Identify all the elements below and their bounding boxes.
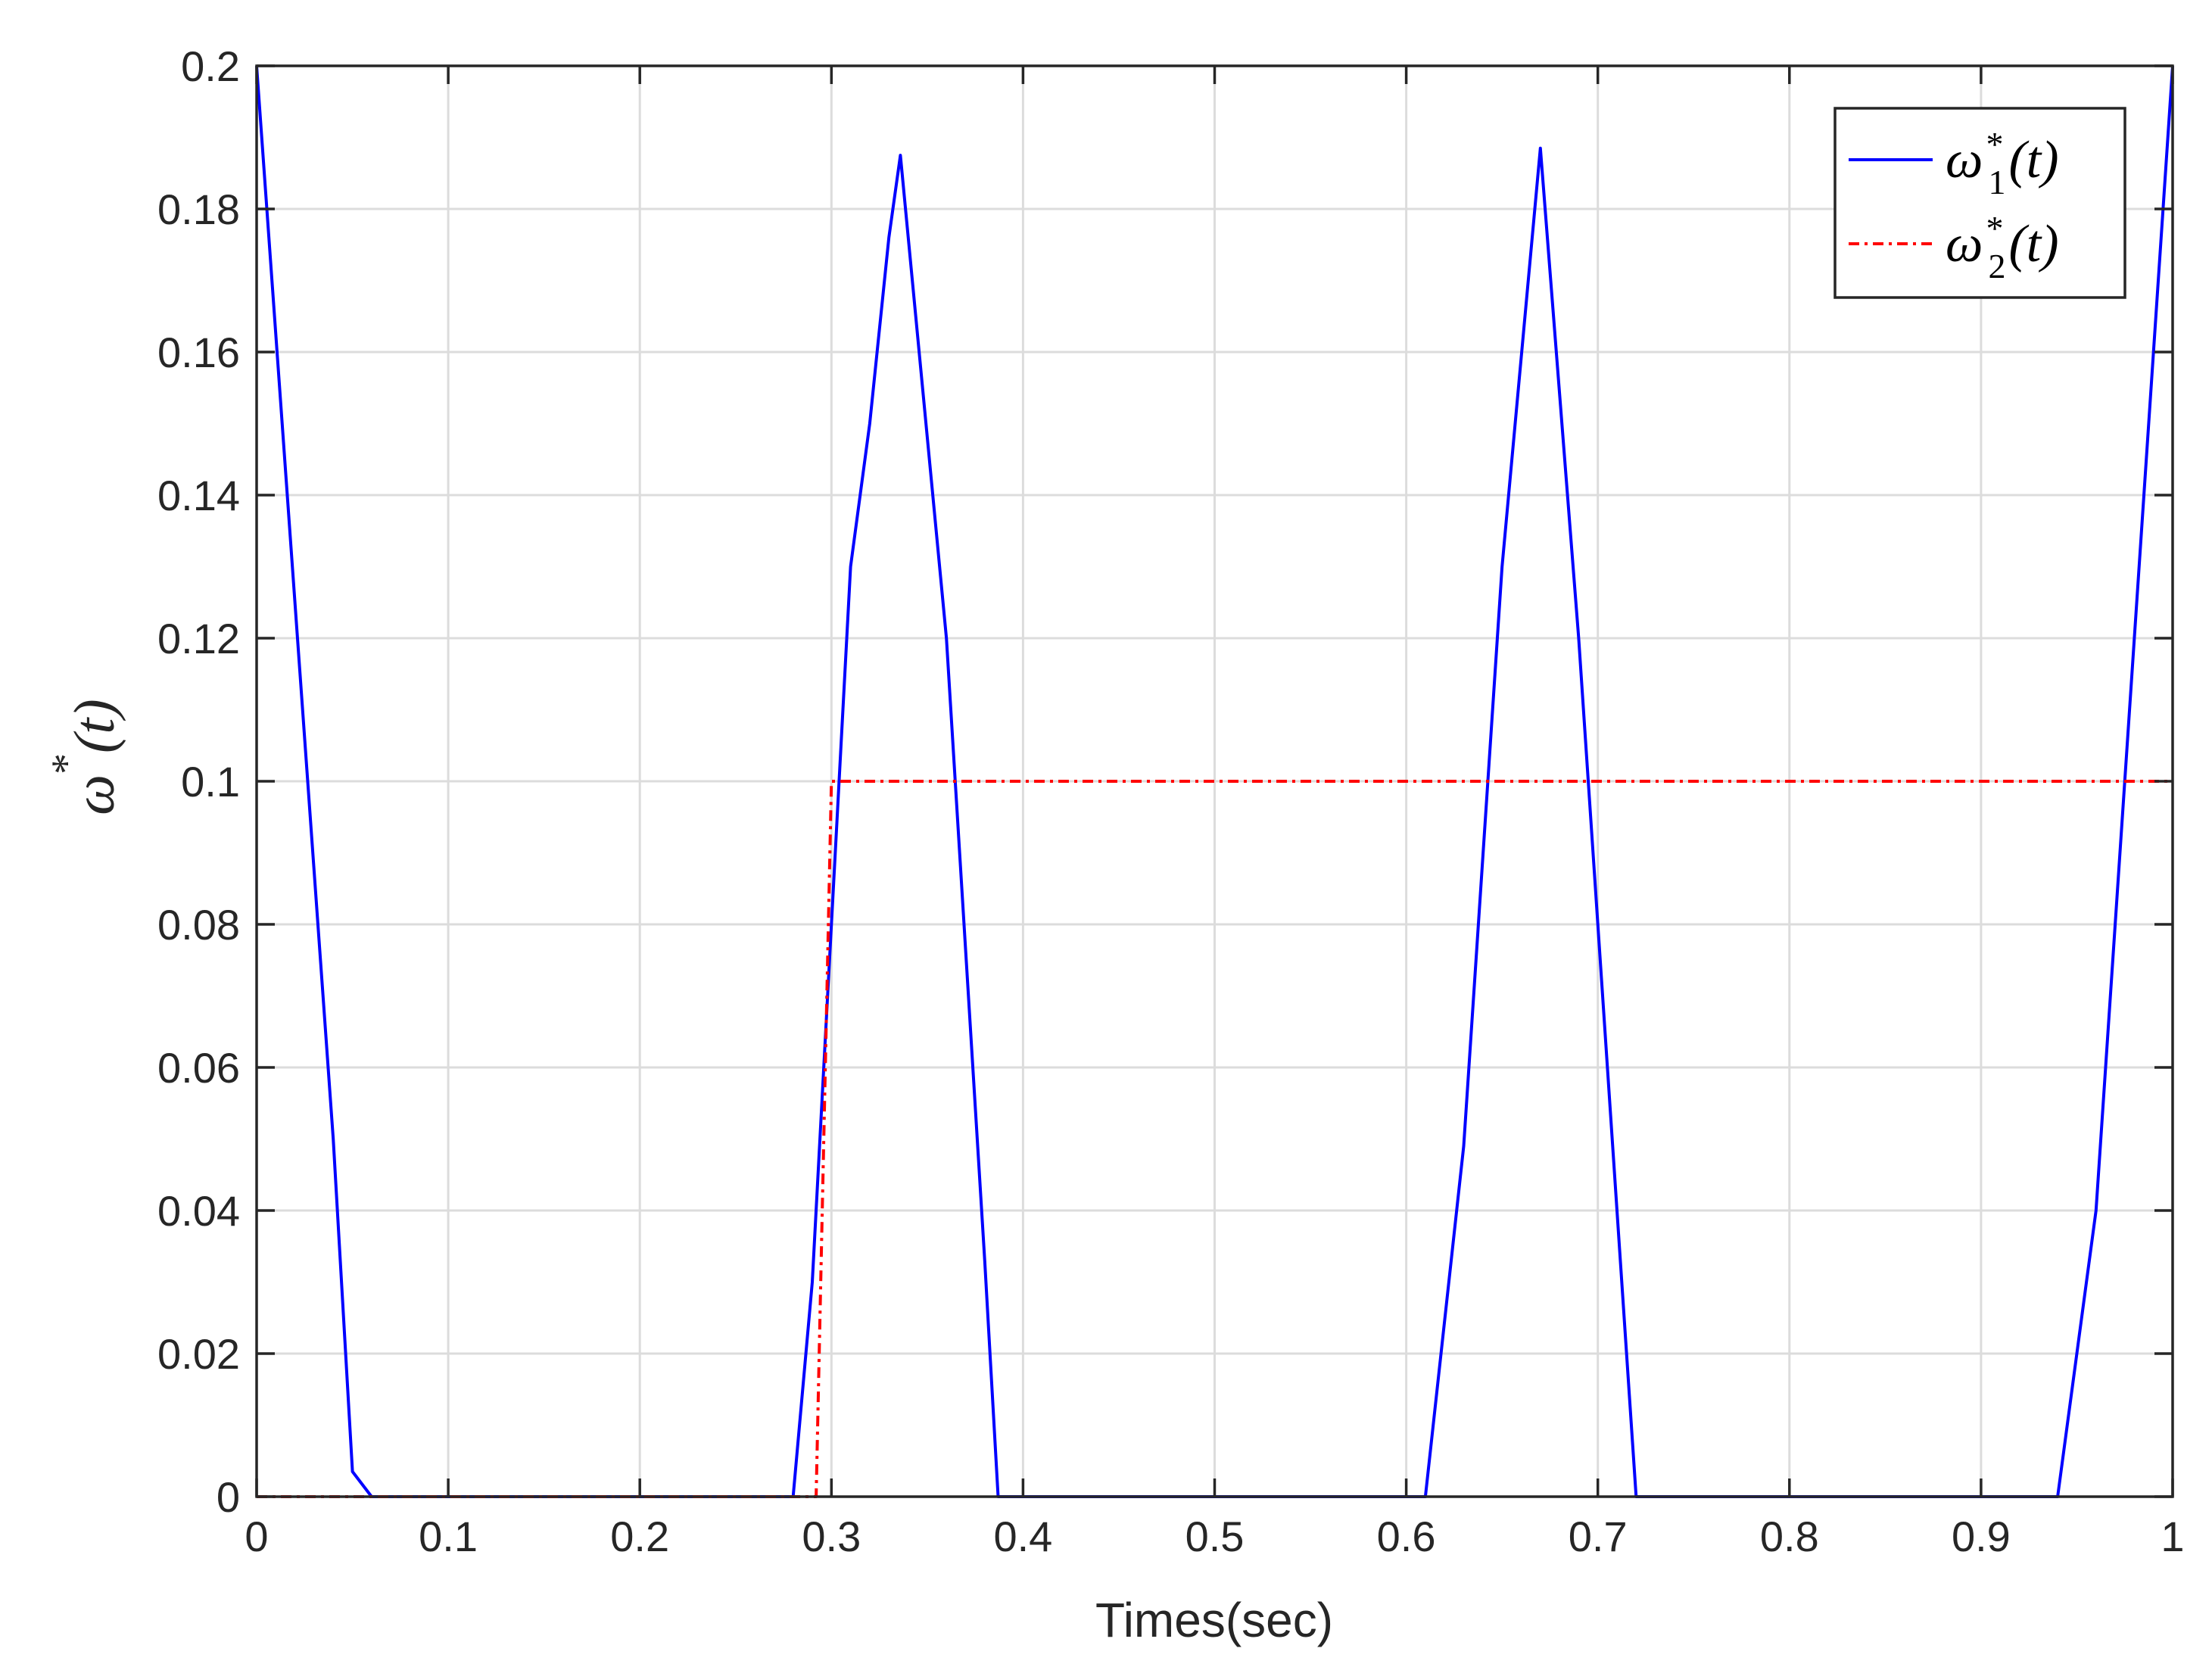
x-tick-label: 0.3	[802, 1513, 861, 1560]
x-axis-label: Times(sec)	[1095, 1593, 1333, 1647]
y-tick-label: 0.18	[157, 185, 240, 233]
y-tick-label: 0.06	[157, 1044, 240, 1092]
legend-2-arg: (t)	[2008, 215, 2058, 273]
y-tick-label: 0.02	[157, 1330, 240, 1378]
y-tick-label: 0.04	[157, 1187, 240, 1235]
x-tick-label: 0.2	[610, 1513, 669, 1560]
y-axis-label-base: ω	[63, 774, 126, 815]
ticks	[255, 64, 2174, 1498]
y-tick-label: 0.08	[157, 901, 240, 949]
x-tick-labels: 0 0.1 0.2 0.3 0.4 0.5 0.6 0.7 0.8 0.9 1	[245, 1513, 2184, 1560]
legend-1-arg: (t)	[2008, 131, 2058, 189]
svg-text:ω*(t): ω*(t)	[43, 699, 126, 815]
y-axis-label: ω*(t)	[43, 699, 126, 815]
y-axis-label-sup: *	[43, 753, 90, 774]
x-tick-label: 0.6	[1377, 1513, 1436, 1560]
y-tick-label: 0.12	[157, 615, 240, 662]
legend-label-series-1: ω* 1(t)	[1946, 125, 2059, 201]
series-line-2	[257, 780, 2173, 1498]
x-tick-label: 1	[2161, 1513, 2184, 1560]
x-tick-label: 0.4	[993, 1513, 1052, 1560]
x-tick-label: 0.8	[1760, 1513, 1819, 1560]
legend-1-sub: 1	[1988, 163, 2005, 201]
x-tick-label: 0	[245, 1513, 268, 1560]
x-tick-label: 0.1	[419, 1513, 478, 1560]
x-tick-label: 0.7	[1569, 1513, 1628, 1560]
legend-box	[1833, 107, 2126, 299]
y-tick-labels: 0 0.02 0.04 0.06 0.08 0.1 0.12 0.14 0.16 0.18 0.2	[157, 42, 240, 1521]
x-tick-label: 0.9	[1952, 1513, 2011, 1560]
y-tick-label: 0	[217, 1473, 240, 1521]
legend-1-base: ω	[1946, 131, 1983, 189]
legend-2-sub: 2	[1988, 247, 2005, 285]
y-tick-label: 0.14	[157, 472, 240, 519]
legend-2-base: ω	[1946, 215, 1983, 273]
y-tick-label: 0.2	[181, 42, 240, 90]
legend-label-series-2: ω* 2(t)	[1946, 209, 2059, 285]
x-tick-label: 0.5	[1185, 1513, 1245, 1560]
legend-2-sup: *	[1986, 209, 2003, 248]
legend: ω* 1(t) ω* 2(t)	[1833, 107, 2126, 299]
y-tick-label: 0.1	[181, 758, 240, 805]
y-axis-label-arg: (t)	[63, 699, 126, 753]
legend-1-sup: *	[1986, 125, 2003, 164]
y-tick-label: 0.16	[157, 329, 240, 376]
